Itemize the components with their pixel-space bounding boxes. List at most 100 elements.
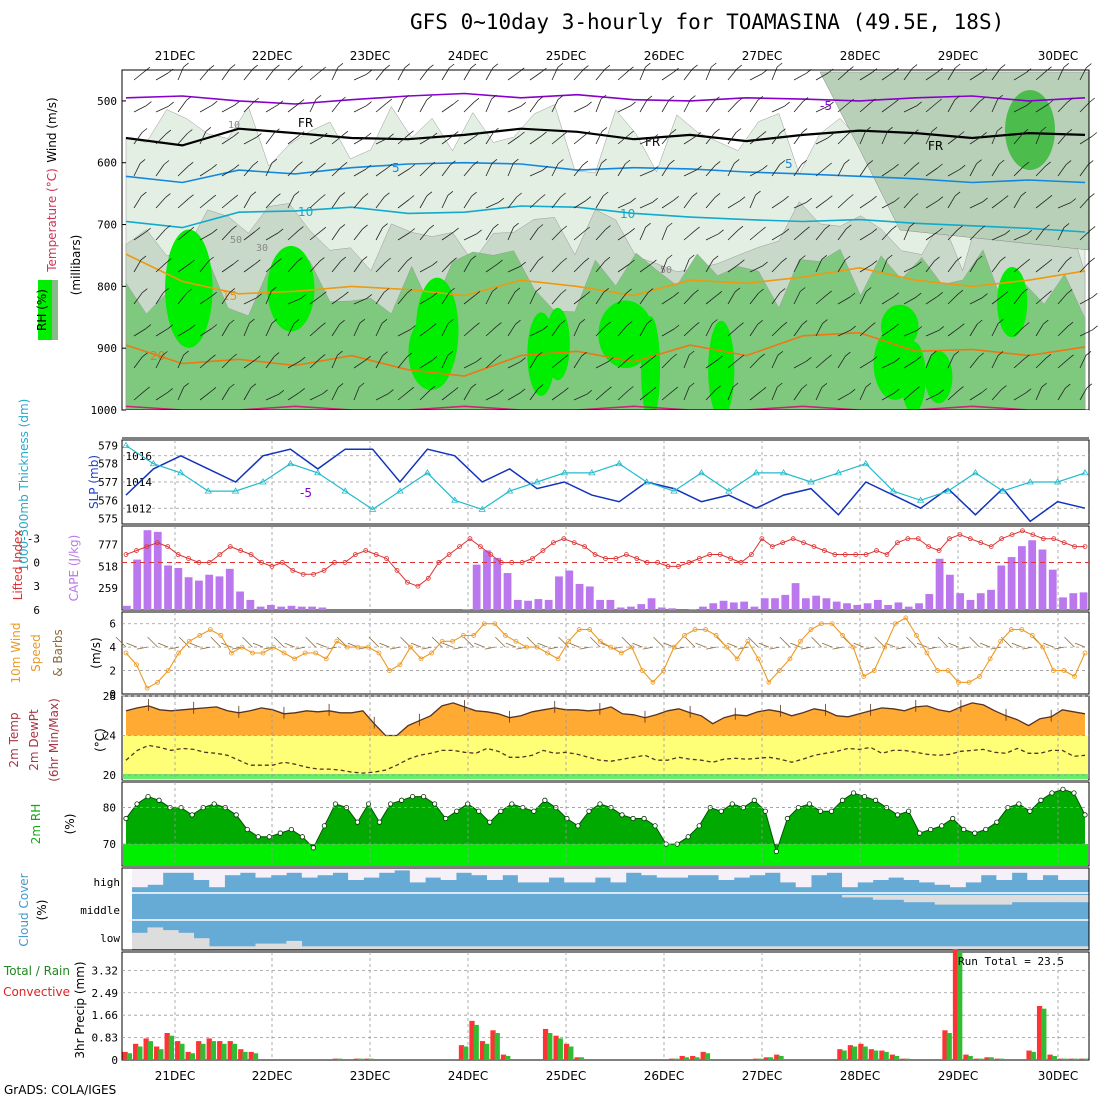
wind-barb-flag (343, 291, 349, 297)
wind-barb-flag (496, 322, 502, 327)
wind-barb (793, 230, 805, 241)
cloud-low-53 (950, 946, 966, 949)
cape-bar-35 (483, 550, 491, 610)
lifted-index-point-1 (134, 548, 139, 553)
wind-barb (397, 168, 411, 177)
wind-barb-flag (1024, 354, 1030, 360)
wind-barb (881, 167, 894, 177)
wind-barb-flag (388, 133, 394, 139)
cloud-low-61 (1073, 946, 1090, 949)
wind-barb-flag (253, 97, 260, 103)
rh2m-point-62 (806, 801, 813, 807)
wind-barb-flag (1046, 258, 1053, 264)
wind-barb-flag (628, 354, 634, 360)
wind10-barb-37 (505, 642, 517, 648)
wind-barb (529, 329, 543, 337)
wind-barb-flag (912, 193, 919, 198)
wind-barb-flag (337, 383, 344, 388)
date-bottom-9: 30DEC (1038, 1069, 1078, 1083)
rh2m-tick-80: 80 (103, 802, 116, 815)
wind-barb (925, 200, 939, 209)
lifted-index-point-80 (957, 532, 963, 538)
wind-barb (353, 323, 361, 337)
cloud-low-8 (255, 943, 272, 949)
lifted-index-point-38 (519, 560, 525, 565)
wind10-barb-67 (821, 642, 833, 648)
date-bottom-3: 24DEC (448, 1069, 488, 1083)
wind-barb-flag (429, 385, 436, 391)
wind-barb (727, 229, 739, 241)
thickness-point-13 (478, 505, 486, 512)
wind-barb (925, 393, 939, 401)
wind-barb-flag (432, 260, 438, 266)
cloud-low-15 (363, 946, 380, 949)
cape-bar-68 (822, 598, 831, 610)
wind-barb (727, 358, 740, 369)
wind-barb (397, 390, 410, 401)
wind-barb (177, 198, 189, 209)
precip-total-bar-83 (994, 1058, 1001, 1060)
cloud-high-26 (533, 868, 550, 883)
wind-barb-flag (652, 166, 659, 171)
wind-barb-flag (916, 326, 923, 331)
wind-barb-flag (453, 227, 459, 233)
rh2m-point-41 (575, 823, 581, 829)
wind-barb (1057, 293, 1068, 305)
cloud-high-17 (394, 868, 411, 871)
cloud-low-42 (780, 946, 797, 949)
wind-barb (265, 393, 279, 401)
wind-barb (903, 390, 915, 401)
wind-barb-flag (603, 287, 609, 293)
wind-barb (661, 390, 674, 401)
wind-barb (793, 101, 804, 113)
rh2m-point-19 (332, 801, 339, 807)
cloud-high-59 (1042, 868, 1059, 876)
cape-bar-14 (267, 604, 275, 610)
wind10-barb-90 (1064, 636, 1075, 648)
date-top-2: 23DEC (350, 49, 390, 63)
wind-barb-flag (1067, 97, 1073, 103)
date-top-4: 25DEC (546, 49, 586, 63)
wind-barb (507, 227, 514, 241)
wind10-point-66 (819, 621, 824, 627)
cloud-high-55 (980, 868, 997, 876)
wind10-point-83 (998, 638, 1004, 644)
wind-barb-flag (542, 325, 548, 331)
wind10-point-47 (618, 650, 624, 656)
wind-barb-flag (208, 64, 215, 70)
wind-barb-flag (629, 227, 635, 233)
cloud-middle-49 (888, 895, 905, 900)
wind-barb-flag (563, 387, 569, 393)
wind10-tick-2: 2 (109, 665, 116, 678)
wind10-point-64 (798, 638, 803, 644)
wind-barb (133, 132, 143, 145)
wind-barb (397, 329, 411, 337)
wind-barb-flag (585, 196, 592, 201)
wind-barb-flag (498, 197, 505, 203)
wind-barb (1013, 358, 1025, 369)
wind-barb-flag (297, 161, 303, 167)
precip-tick-2.49: 2.49 (92, 987, 119, 1000)
wind-barb (243, 101, 255, 113)
cloud-low-7 (240, 946, 256, 949)
wind-barb (903, 265, 917, 273)
wind-barb (837, 102, 850, 113)
cloud-low-52 (934, 946, 951, 949)
lifted-index-point-72 (874, 548, 879, 553)
wind-barb-flag (163, 287, 169, 293)
wind-barb (573, 393, 587, 401)
wind10-barb-7 (189, 642, 200, 648)
wind10-barb-17 (295, 646, 306, 650)
wind-barb-flag (189, 324, 196, 330)
wind10-barb-45 (589, 636, 601, 648)
lifted-index-point-66 (811, 544, 817, 550)
wind-barb (683, 136, 696, 145)
wind10-point-14 (271, 644, 276, 650)
wind-barb (309, 295, 322, 305)
wind-barb (485, 98, 492, 113)
lifted-index-point-28 (415, 583, 421, 589)
wind10-barb-18 (305, 636, 316, 648)
precip-total-bar-52 (669, 1058, 675, 1060)
wind-barb-flag (652, 197, 658, 203)
wind10-point-84 (1008, 627, 1014, 632)
